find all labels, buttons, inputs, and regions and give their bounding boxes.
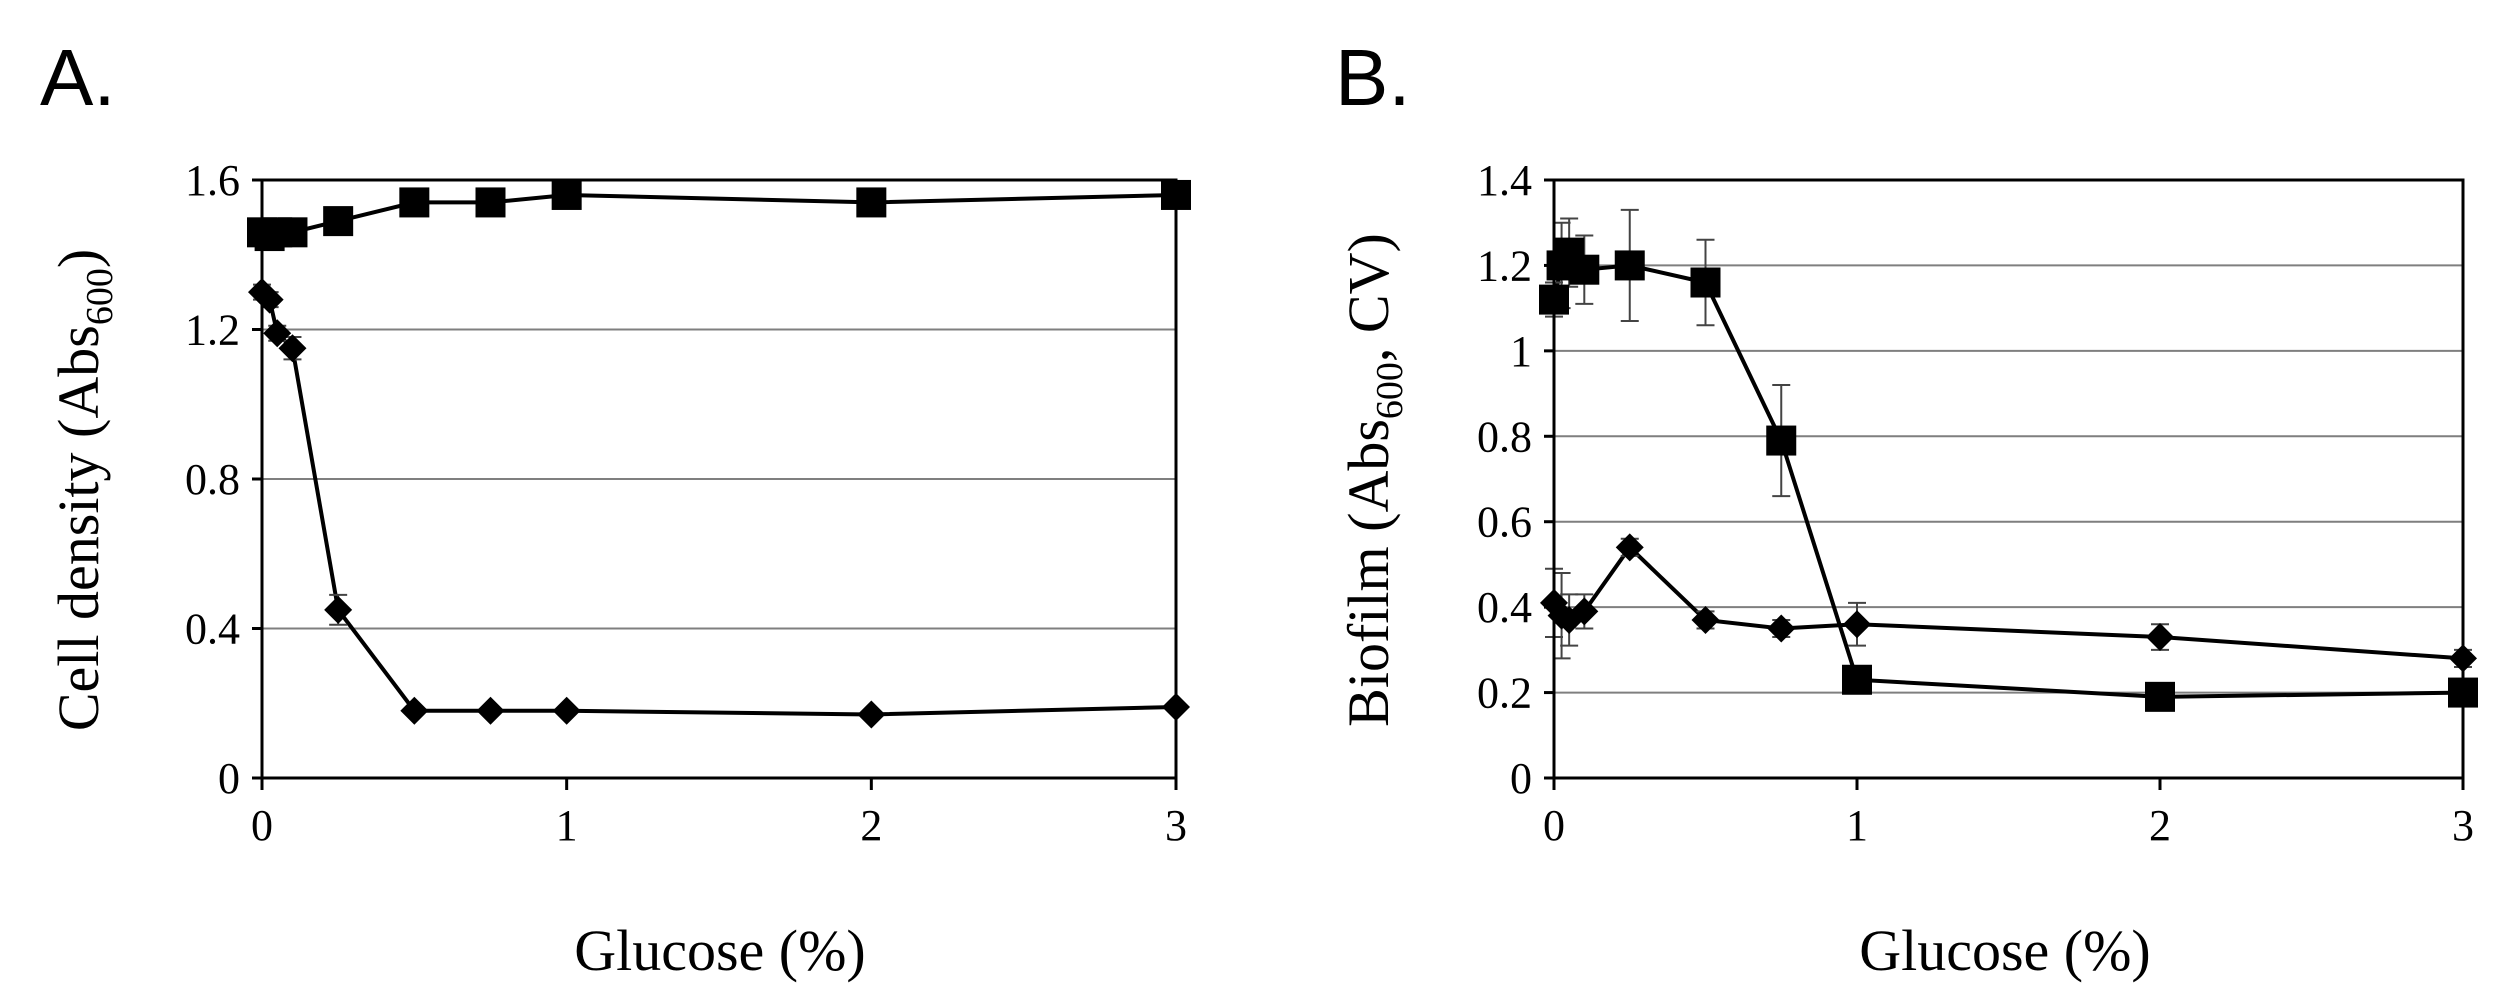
panel-a-diamond-marker [552, 696, 581, 725]
panel-b-square-marker [1690, 267, 1721, 298]
panel-b-diamond-series-line [1552, 544, 2464, 661]
panel-a-square-series-line [261, 192, 1177, 239]
panel-a-y-axis-title-main: Cell density (Abs [46, 325, 111, 731]
panel-a-x-tick-label: 1 [556, 801, 578, 850]
panel-b-diamond-marker [1843, 610, 1871, 639]
panel-b-square-marker [1842, 664, 1872, 695]
panel-a: A. 0 0.4 0.8 1.2 1.6 0 1 2 3 Glucose (%) Cell d… [40, 33, 1191, 983]
panel-b: B. 0 0.2 0.4 0.6 0.8 1 1.2 1.4 0 1 2 3 Glucose (%)… [1335, 33, 2478, 983]
panel-a-square-marker [551, 179, 582, 210]
panel-b-y-axis-title: Biofilm (Abs600, CV) [1336, 233, 1411, 727]
panel-a-y-ticks: 0 0.4 0.8 1.2 1.6 [185, 156, 262, 803]
panel-b-y-tick-label: 0.2 [1477, 669, 1532, 718]
panel-b-diamond-marker [1767, 614, 1796, 643]
panel-a-diamond-marker [278, 334, 307, 363]
panel-b-square-marker [1569, 254, 1600, 285]
panel-b-y-ticks: 0 0.2 0.4 0.6 0.8 1 1.2 1.4 [1477, 156, 1554, 803]
panel-a-y-tick-label: 0 [218, 754, 240, 803]
panel-a-diamond-marker [324, 595, 353, 624]
panel-b-diamond-marker [2146, 623, 2174, 652]
panel-a-y-tick-label: 1.2 [185, 306, 240, 355]
panel-a-square-marker [399, 187, 430, 218]
panel-b-x-tick-label: 2 [2149, 801, 2171, 850]
panel-a-label: A. [40, 33, 116, 122]
panel-b-x-ticks: 0 1 2 3 [1543, 778, 2474, 850]
panel-b-label: B. [1335, 33, 1411, 122]
panel-a-x-tick-label: 0 [251, 801, 273, 850]
panel-a-series [247, 179, 1191, 729]
panel-a-square-marker [323, 206, 354, 237]
panel-a-x-ticks: 0 1 2 3 [251, 778, 1187, 850]
panel-a-diamond-marker [476, 696, 505, 725]
panel-b-y-tick-label: 1.4 [1477, 156, 1532, 205]
panel-a-y-axis-title-subscript: 600 [79, 268, 121, 325]
panel-a-gridlines [262, 328, 1176, 630]
panel-b-x-axis-title: Glucose (%) [1859, 918, 2151, 983]
panel-a-x-tick-label: 2 [860, 801, 882, 850]
panel-b-diamond-marker [1570, 597, 1599, 626]
panel-a-diamond-marker [400, 696, 429, 725]
panel-a-diamond-marker [263, 319, 292, 348]
panel-a-y-tick-label: 0.8 [185, 455, 240, 504]
panel-b-y-tick-label: 0.8 [1477, 412, 1532, 461]
panel-a-diamond-marker [857, 700, 886, 729]
panel-b-y-tick-label: 0.4 [1477, 583, 1532, 632]
panel-b-square-marker [1766, 425, 1797, 456]
panel-b-plot-frame [1552, 178, 2465, 780]
panel-b-y-tick-label: 0.6 [1477, 498, 1532, 547]
panel-a-square-marker [475, 187, 506, 218]
panel-b-y-tick-label: 1 [1510, 327, 1532, 376]
panel-b-square-marker [2145, 681, 2175, 712]
panel-b-y-tick-label: 0 [1510, 754, 1532, 803]
panel-a-square-marker [277, 217, 308, 248]
panel-a-y-axis-title-tail: ) [46, 249, 111, 268]
panel-a-x-axis-title: Glucose (%) [574, 918, 866, 983]
panel-b-diamond-marker [1691, 605, 1720, 634]
panel-b-x-tick-label: 1 [1846, 801, 1868, 850]
panel-a-diamond-series-line [260, 290, 1177, 717]
panel-a-x-tick-label: 3 [1165, 801, 1187, 850]
panel-a-y-axis-title: Cell density (Abs600) [46, 249, 121, 731]
panel-b-x-tick-label: 3 [2452, 801, 2474, 850]
panel-b-y-axis-title-tail: , CV) [1336, 233, 1401, 362]
panel-b-y-tick-label: 1.2 [1477, 241, 1532, 290]
panel-b-y-axis-title-subscript: 600 [1369, 362, 1411, 419]
panel-a-square-marker [856, 187, 887, 218]
panel-b-series [1539, 208, 2478, 712]
panel-b-gridlines [1554, 264, 2463, 694]
panel-a-y-tick-label: 1.6 [185, 156, 240, 205]
panel-b-square-marker [1614, 250, 1645, 281]
panel-b-diamond-marker [1615, 533, 1644, 562]
panel-b-x-tick-label: 0 [1543, 801, 1565, 850]
panel-b-y-axis-title-main: Biofilm (Abs [1336, 419, 1401, 727]
panel-a-y-tick-label: 0.4 [185, 605, 240, 654]
